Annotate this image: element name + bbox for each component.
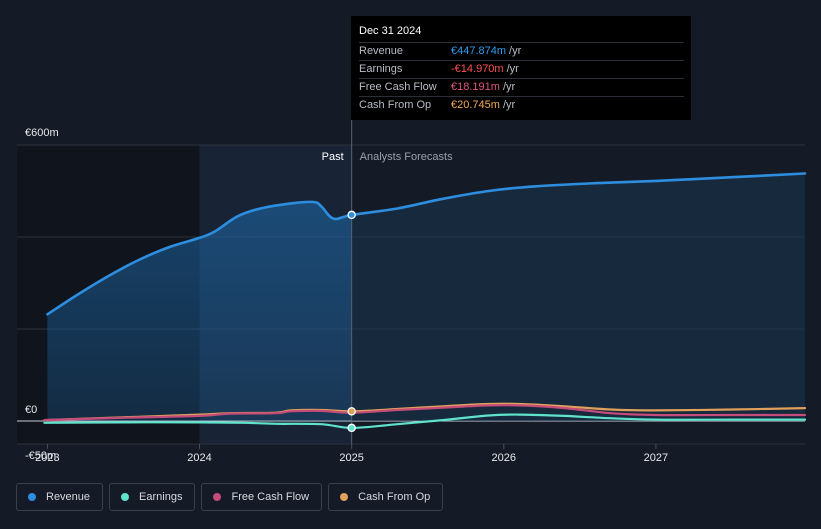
tooltip: Dec 31 2024 Revenue €447.874m /yr Earnin… [351,16,691,120]
tooltip-label: Earnings [359,63,403,75]
free-cash-flow-dot-icon [213,493,222,501]
revenue-area-forecast [351,173,805,421]
y-tick-label: €0 [25,404,37,416]
legend-item-free-cash-flow[interactable]: Free Cash Flow [201,483,323,511]
tooltip-date: Dec 31 2024 [359,24,684,43]
series-line-revenue [46,172,807,316]
forecast-label: Analysts Forecasts [360,151,453,163]
legend-label: Earnings [139,491,183,503]
y-tick-label: €600m [25,127,59,139]
tooltip-label: Cash From Op [359,99,432,111]
revenue-dot-icon [28,493,36,501]
tooltip-unit: /yr [506,63,519,75]
y-tick-label: -€50m [25,450,56,462]
x-tick-label: 2027 [644,452,668,464]
tooltip-row-earnings: Earnings -€14.970m /yr [359,61,684,79]
tooltip-value: €447.874m [451,45,507,57]
x-tick-label: 2023 [35,452,59,464]
legend-item-cash-from-op[interactable]: Cash From Op [328,483,444,511]
past-label: Past [322,151,344,163]
legend: Revenue Earnings Free Cash Flow Cash Fro… [16,483,444,511]
tooltip-unit: /yr [509,45,522,57]
revenue-area-past [47,201,352,421]
legend-label: Cash From Op [358,491,431,503]
legend-label: Revenue [46,491,91,503]
cash-from-op-dot-icon [340,493,349,501]
x-tick-label: 2024 [187,452,211,464]
tooltip-unit: /yr [502,99,516,111]
tooltip-value: €20.745m [451,99,500,111]
legend-item-revenue[interactable]: Revenue [16,483,104,511]
tooltip-label: Revenue [359,45,404,57]
marker-earnings [347,423,356,433]
series-line-free-cash-flow [43,403,807,422]
marker-revenue [347,210,356,220]
x-tick-label: 2026 [492,452,516,464]
tooltip-label: Free Cash Flow [359,81,437,93]
x-tick-label: 2025 [339,452,363,464]
tooltip-unit: /yr [502,81,516,93]
series-line-earnings [43,413,807,430]
legend-item-earnings[interactable]: Earnings [109,483,196,511]
tooltip-row-free-cash-flow: Free Cash Flow €18.191m /yr [359,79,684,97]
tooltip-row-revenue: Revenue €447.874m /yr [359,43,684,61]
tooltip-value: -€14.970m [451,63,504,75]
legend-label: Free Cash Flow [231,491,310,503]
earnings-dot-icon [121,493,130,501]
tooltip-value: €18.191m [451,81,500,93]
marker-cash-from-op [347,407,356,416]
tooltip-row-cash-from-op: Cash From Op €20.745m /yr [359,97,684,114]
